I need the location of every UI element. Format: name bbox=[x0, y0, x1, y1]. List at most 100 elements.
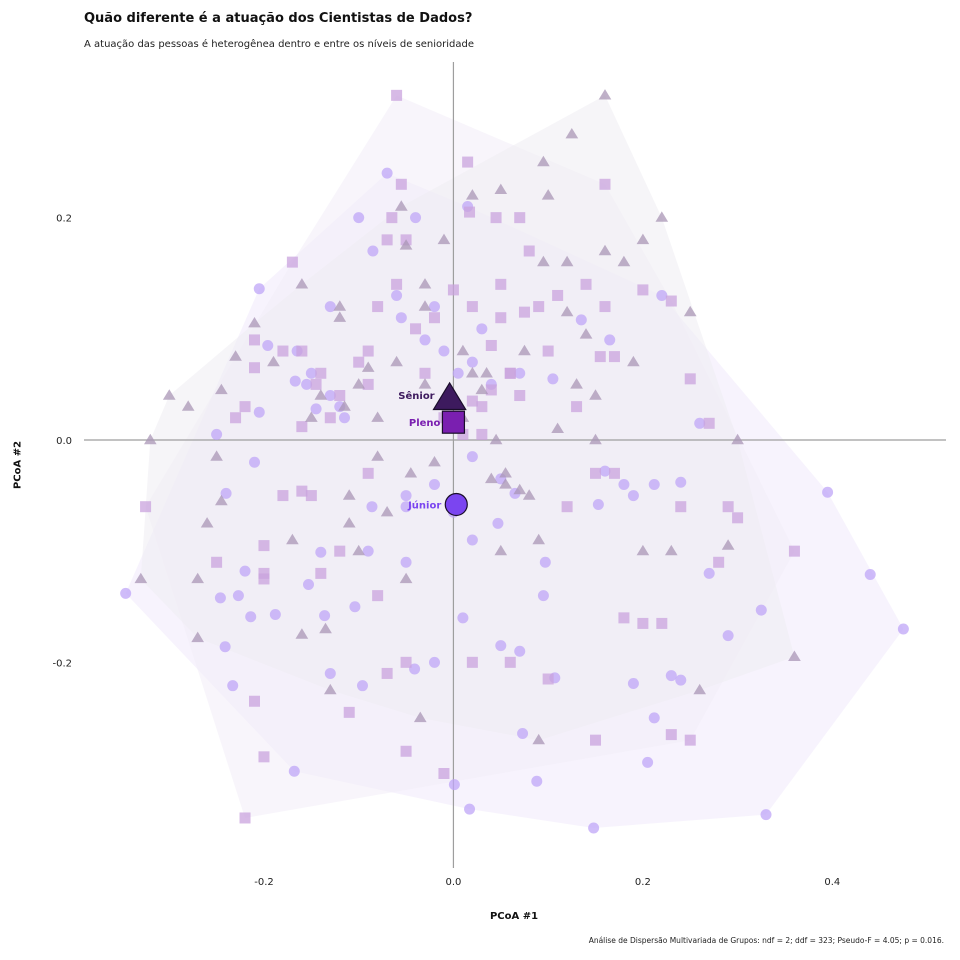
square-point bbox=[466, 656, 478, 668]
circle-point bbox=[588, 822, 600, 834]
circle-point bbox=[245, 611, 257, 623]
circle-point bbox=[219, 641, 231, 653]
circle-point bbox=[367, 245, 379, 257]
circle-point bbox=[356, 680, 368, 692]
circle-point bbox=[575, 314, 587, 326]
triangle-point bbox=[494, 544, 508, 556]
circle-point bbox=[395, 312, 407, 324]
square-point bbox=[637, 617, 649, 629]
circle-point bbox=[353, 212, 365, 224]
square-point bbox=[310, 378, 322, 390]
triangle-point bbox=[665, 544, 678, 556]
triangle-point bbox=[627, 355, 640, 367]
triangle-point bbox=[518, 344, 531, 356]
triangle-point bbox=[655, 211, 669, 222]
square-point bbox=[315, 567, 327, 579]
triangle-point bbox=[399, 572, 413, 584]
square-point bbox=[438, 768, 450, 780]
square-point bbox=[395, 178, 407, 190]
circle-point bbox=[324, 301, 336, 313]
circle-point bbox=[253, 283, 265, 295]
square-point bbox=[305, 490, 317, 502]
triangle-point bbox=[579, 328, 593, 339]
square-point bbox=[462, 156, 474, 168]
square-point bbox=[665, 729, 677, 741]
circle-point bbox=[514, 367, 526, 379]
square-point bbox=[788, 545, 800, 557]
triangle-point bbox=[404, 467, 418, 478]
square-point bbox=[362, 345, 374, 357]
triangle-point bbox=[598, 89, 612, 100]
triangle-point bbox=[333, 300, 347, 311]
square-point bbox=[386, 212, 398, 224]
circle-point bbox=[391, 289, 403, 301]
circle-point bbox=[642, 756, 654, 768]
square-point bbox=[490, 212, 502, 224]
square-point bbox=[571, 401, 583, 413]
triangle-point bbox=[541, 189, 555, 200]
circle-point bbox=[822, 486, 834, 498]
circle-point bbox=[428, 301, 440, 313]
centroid-label-sênior: Sênior bbox=[398, 390, 434, 402]
triangle-point bbox=[494, 183, 508, 194]
circle-point bbox=[452, 367, 464, 379]
triangle-point bbox=[248, 317, 261, 328]
circle-point bbox=[338, 412, 350, 424]
triangle-point bbox=[466, 367, 479, 378]
square-point bbox=[703, 417, 715, 429]
square-point bbox=[561, 501, 573, 513]
circle-point bbox=[349, 601, 361, 613]
circle-point bbox=[755, 604, 767, 616]
square-point bbox=[296, 345, 308, 357]
circle-point bbox=[269, 609, 281, 621]
square-point bbox=[732, 512, 744, 524]
circle-point bbox=[457, 612, 469, 624]
triangle-point bbox=[589, 389, 602, 400]
circle-point bbox=[627, 490, 639, 502]
square-point bbox=[239, 812, 251, 824]
circle-point bbox=[324, 667, 336, 679]
triangle-point bbox=[522, 489, 536, 500]
triangle-point bbox=[636, 544, 650, 556]
circle-point bbox=[419, 334, 431, 346]
square-point bbox=[249, 695, 261, 707]
circle-point bbox=[760, 809, 772, 821]
triangle-point bbox=[480, 367, 493, 378]
chart-title: Quão diferente é a atuação dos Cientista… bbox=[84, 11, 473, 26]
circle-point bbox=[366, 501, 378, 513]
triangle-point bbox=[683, 305, 697, 317]
circle-point bbox=[466, 451, 478, 463]
x-axis-label: PCoA #1 bbox=[489, 911, 539, 922]
triangle-point bbox=[134, 572, 148, 584]
circle-point bbox=[618, 478, 630, 490]
circle-point bbox=[249, 456, 261, 468]
centroid-label-pleno: Pleno bbox=[409, 418, 441, 429]
centroid-label-júnior: Júnior bbox=[407, 499, 441, 511]
square-point bbox=[381, 234, 393, 246]
triangle-point bbox=[286, 533, 299, 545]
square-point bbox=[362, 378, 374, 390]
circle-point bbox=[592, 498, 604, 510]
square-point bbox=[258, 540, 270, 552]
triangle-point bbox=[361, 361, 375, 372]
triangle-point bbox=[371, 450, 384, 461]
triangle-point bbox=[342, 517, 356, 528]
square-point bbox=[594, 351, 606, 363]
triangle-point bbox=[499, 478, 512, 489]
square-point bbox=[343, 706, 355, 718]
square-point bbox=[514, 390, 526, 402]
square-point bbox=[211, 556, 223, 568]
triangle-point bbox=[314, 389, 328, 400]
triangle-point bbox=[532, 733, 545, 745]
triangle-point bbox=[191, 572, 204, 584]
circle-point bbox=[362, 545, 374, 557]
circle-point bbox=[227, 680, 239, 692]
circle-point bbox=[897, 623, 909, 635]
triangle-point bbox=[499, 467, 512, 478]
circle-point bbox=[400, 556, 412, 568]
triangle-point bbox=[371, 411, 384, 422]
square-point bbox=[296, 421, 308, 433]
circle-point bbox=[438, 345, 450, 357]
circle-point bbox=[324, 390, 336, 402]
